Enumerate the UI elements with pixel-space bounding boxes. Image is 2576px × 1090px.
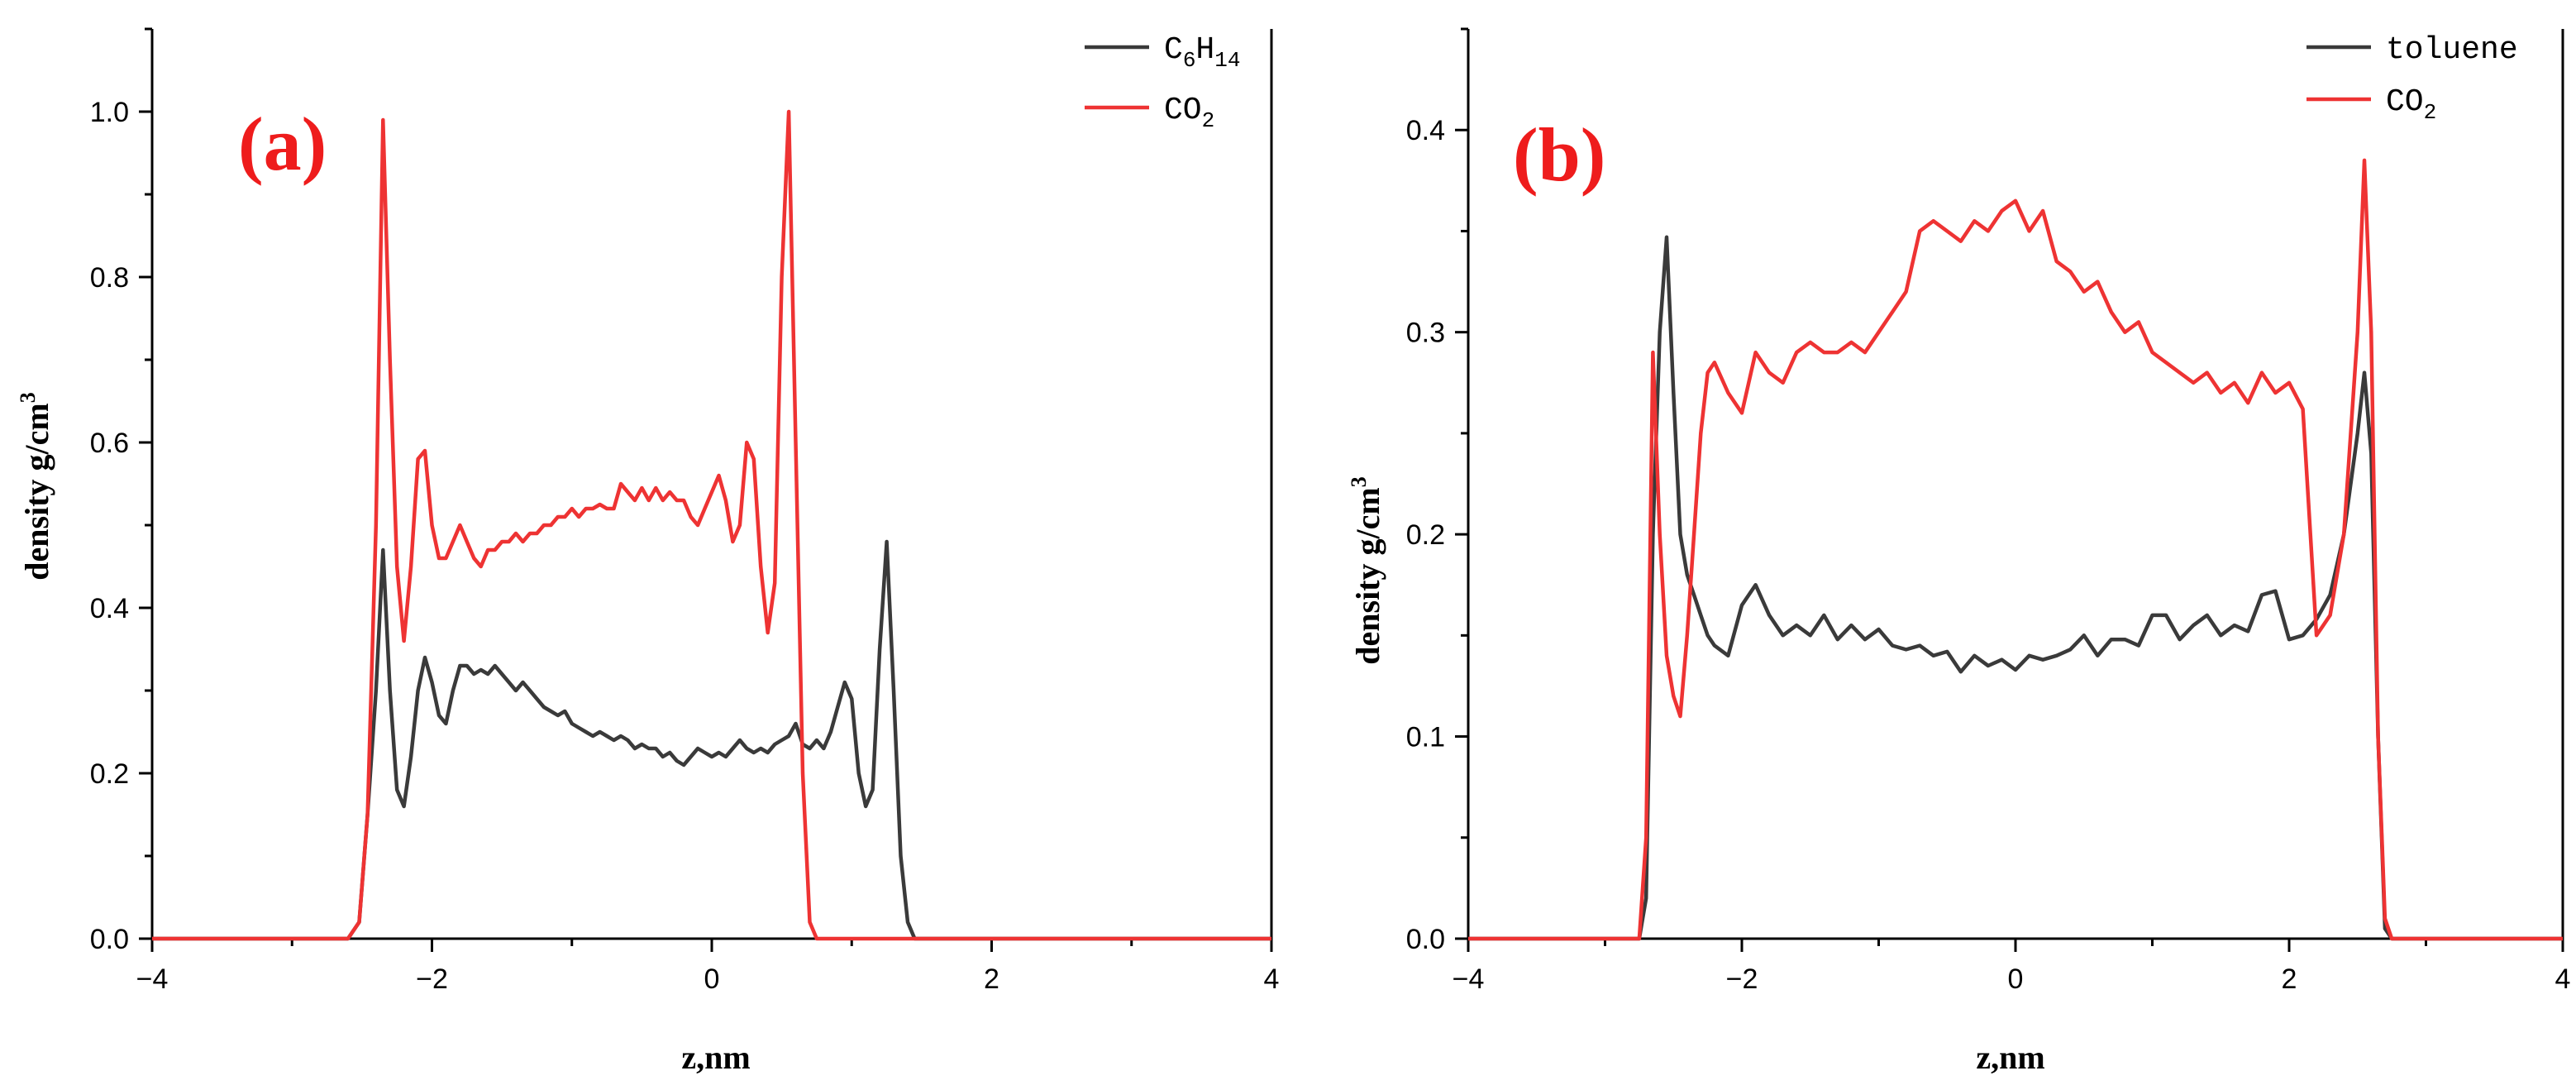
panel-b-y-tick-label: 0.0 (1406, 924, 1445, 955)
panel-b-x-axis-title: z,nm (1976, 1039, 2044, 1076)
panel-a-chart: (a) z,nm density g/cm3 −4 −2 0 2 4 0.0 0.2 0.4 0… (16, 27, 1280, 1076)
panel-a-series-co2-line (152, 109, 1271, 941)
panel-a-x-tick-label: 4 (1264, 963, 1280, 995)
panel-b-legend-label: CO2 (2386, 84, 2436, 125)
panel-a-legend-label: CO2 (1164, 93, 1214, 133)
panel-b-x-tick-label: 4 (2555, 963, 2571, 995)
panel-a-y-tick-label: 0.4 (90, 593, 129, 624)
panel-b-y-tick-label: 0.4 (1406, 115, 1445, 146)
panel-b-series-toluene-line (1468, 235, 2563, 941)
panel-b-x-tick-label: 2 (2282, 963, 2297, 995)
panel-a-label: (a) (238, 102, 327, 186)
panel-a-y-tick-label: 0.6 (90, 428, 129, 459)
panel-b-x-tick-label: −4 (1453, 963, 1485, 995)
panel-a-x-tick-label: −2 (416, 963, 448, 995)
panel-b-label: (b) (1513, 112, 1605, 197)
panel-b-y-tick-label: 0.3 (1406, 318, 1445, 349)
panel-b-x-tick-label: 0 (2008, 963, 2024, 995)
panel-b-x-tick-label: −2 (1726, 963, 1758, 995)
panel-a-x-tick-label: −4 (136, 963, 169, 995)
panel-b-series-co2-line (1468, 158, 2563, 941)
panel-b-y-axis-title: density g/cm3 (1347, 476, 1386, 664)
panel-b-y-tick-label: 0.2 (1406, 519, 1445, 551)
panel-a-y-tick-label: 1.0 (90, 97, 129, 128)
panel-a-legend-label: C6H14 (1164, 32, 1240, 73)
panel-b-y-tick-label: 0.1 (1406, 722, 1445, 753)
panel-a-x-axis-title: z,nm (681, 1039, 750, 1076)
panel-a-x-tick-label: 2 (984, 963, 999, 995)
panel-b-chart: (b) z,nm density g/cm3 −4 −2 0 2 4 0.0 0.1 0.2 0… (1347, 27, 2571, 1076)
panel-a-y-tick-label: 0.2 (90, 758, 129, 790)
panel-b-axes-frame (1467, 29, 2564, 940)
panel-b-legend-label: toluene (2386, 32, 2518, 68)
panel-a-y-tick-label: 0.0 (90, 924, 129, 955)
panel-a-x-tick-label: 0 (704, 963, 720, 995)
panel-a-y-axis-title: density g/cm3 (16, 392, 55, 580)
panel-a-y-tick-label: 0.8 (90, 262, 129, 294)
